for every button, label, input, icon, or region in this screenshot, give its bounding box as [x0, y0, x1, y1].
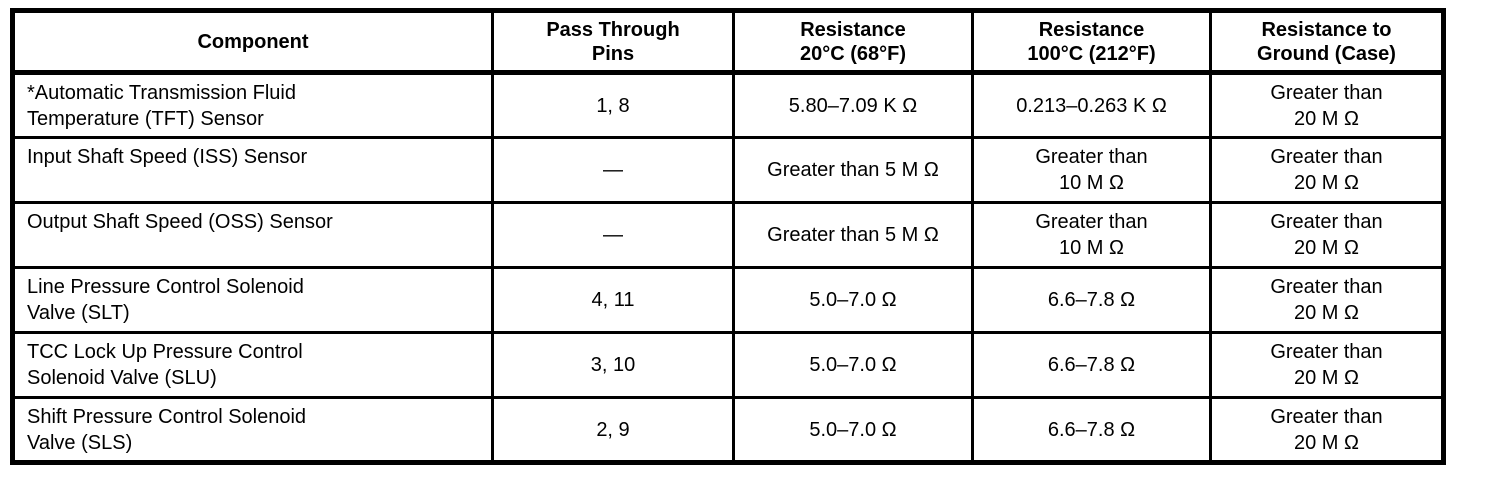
resistance-ground-cell: Greater than 20 M Ω: [1209, 201, 1445, 269]
resistance-20c-cell: 5.0–7.0 Ω: [732, 396, 974, 464]
pins-cell: 4, 11: [491, 266, 735, 334]
table-header: Component Pass Through Pins Resistance 2…: [11, 9, 1445, 75]
pins-cell: 1, 8: [491, 71, 735, 139]
pins-cell: —: [491, 136, 735, 204]
resistance-ground-cell: Greater than 20 M Ω: [1209, 71, 1445, 139]
table-row-iss-sensor: Input Shaft Speed (ISS) Sensor — Greater…: [11, 136, 1445, 204]
header-cell-pass-through-pins: Pass Through Pins: [491, 9, 735, 75]
resistance-20c-cell: 5.80–7.09 K Ω: [732, 71, 974, 139]
resistance-100c-cell: 6.6–7.8 Ω: [971, 396, 1212, 464]
resistance-20c-cell: 5.0–7.0 Ω: [732, 266, 974, 334]
header-cell-resistance-ground: Resistance to Ground (Case): [1209, 9, 1445, 75]
component-cell: Input Shaft Speed (ISS) Sensor: [11, 136, 494, 204]
resistance-100c-cell: 6.6–7.8 Ω: [971, 266, 1212, 334]
component-cell: Shift Pressure Control Solenoid Valve (S…: [11, 396, 494, 464]
resistance-100c-cell: Greater than 10 M Ω: [971, 136, 1212, 204]
resistance-spec-table: Component Pass Through Pins Resistance 2…: [10, 8, 1446, 465]
resistance-20c-cell: Greater than 5 M Ω: [732, 136, 974, 204]
resistance-ground-cell: Greater than 20 M Ω: [1209, 331, 1445, 399]
header-cell-resistance-20c: Resistance 20°C (68°F): [732, 9, 974, 75]
component-cell: Line Pressure Control Solenoid Valve (SL…: [11, 266, 494, 334]
resistance-100c-cell: 6.6–7.8 Ω: [971, 331, 1212, 399]
pins-cell: 2, 9: [491, 396, 735, 464]
pins-cell: —: [491, 201, 735, 269]
resistance-100c-cell: Greater than 10 M Ω: [971, 201, 1212, 269]
table-row-slu-solenoid: TCC Lock Up Pressure Control Solenoid Va…: [11, 331, 1445, 399]
table-body: *Automatic Transmission Fluid Temperatur…: [11, 71, 1445, 464]
resistance-100c-cell: 0.213–0.263 K Ω: [971, 71, 1212, 139]
table-row-sls-solenoid: Shift Pressure Control Solenoid Valve (S…: [11, 396, 1445, 464]
resistance-20c-cell: 5.0–7.0 Ω: [732, 331, 974, 399]
table-row-oss-sensor: Output Shaft Speed (OSS) Sensor — Greate…: [11, 201, 1445, 269]
resistance-ground-cell: Greater than 20 M Ω: [1209, 266, 1445, 334]
resistance-20c-cell: Greater than 5 M Ω: [732, 201, 974, 269]
header-row: Component Pass Through Pins Resistance 2…: [11, 9, 1445, 75]
component-cell: *Automatic Transmission Fluid Temperatur…: [11, 71, 494, 139]
table-row-slt-solenoid: Line Pressure Control Solenoid Valve (SL…: [11, 266, 1445, 334]
component-cell: Output Shaft Speed (OSS) Sensor: [11, 201, 494, 269]
pins-cell: 3, 10: [491, 331, 735, 399]
header-cell-component: Component: [11, 9, 494, 75]
resistance-ground-cell: Greater than 20 M Ω: [1209, 396, 1445, 464]
resistance-ground-cell: Greater than 20 M Ω: [1209, 136, 1445, 204]
header-cell-resistance-100c: Resistance 100°C (212°F): [971, 9, 1212, 75]
component-cell: TCC Lock Up Pressure Control Solenoid Va…: [11, 331, 494, 399]
table-row-tft-sensor: *Automatic Transmission Fluid Temperatur…: [11, 71, 1445, 139]
